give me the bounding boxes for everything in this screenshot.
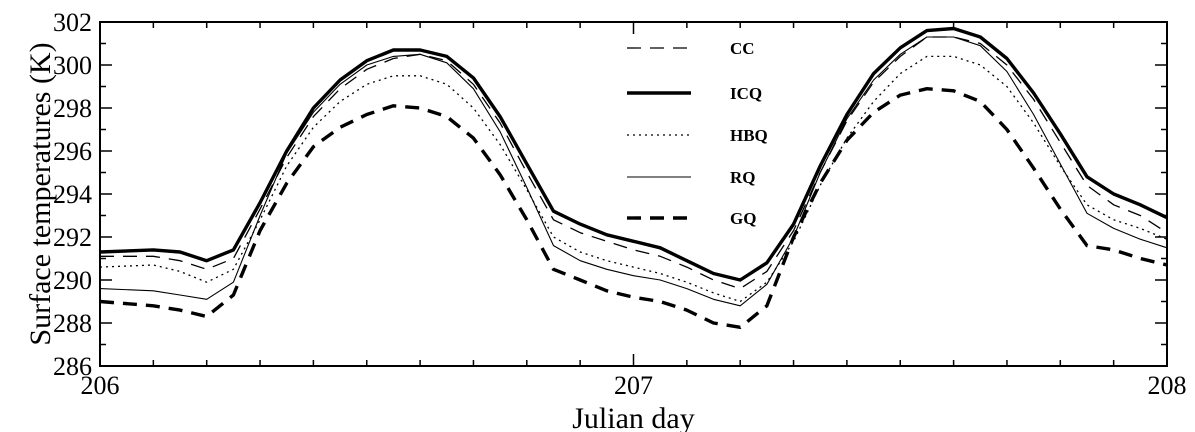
legend-label-cc: CC xyxy=(730,39,755,58)
y-tick-label: 290 xyxy=(53,266,92,295)
series-line-cc xyxy=(100,36,1168,290)
y-axis-title: Surface temperatures (K) xyxy=(24,42,57,345)
y-tick-label: 298 xyxy=(53,94,92,123)
y-tick-label: 288 xyxy=(53,309,92,338)
x-tick-label: 208 xyxy=(1148,371,1187,400)
x-tick-label: 206 xyxy=(81,371,120,400)
y-tick-label: 296 xyxy=(53,137,92,166)
plot-frame xyxy=(99,21,1168,367)
x-axis: 206 207 208 xyxy=(81,22,1187,400)
y-tick-label: 302 xyxy=(53,8,92,37)
plot-area xyxy=(99,26,1168,329)
y-tick-label: 286 xyxy=(53,352,92,381)
legend-label-hbq: HBQ xyxy=(730,126,768,145)
y-tick-label: 294 xyxy=(53,180,92,209)
legend: CC ICQ HBQ RQ GQ xyxy=(627,39,768,228)
x-axis-title: Julian day xyxy=(572,402,694,432)
legend-label-gq: GQ xyxy=(730,209,756,228)
series-line-gq xyxy=(99,87,1168,329)
y-axis: 286 288 290 292 294 296 298 300 302 xyxy=(53,8,1167,381)
y-tick-label: 292 xyxy=(53,223,92,252)
series-line-rq xyxy=(99,36,1168,307)
series-line-hbq xyxy=(99,55,1168,303)
x-tick-label: 207 xyxy=(614,371,653,400)
legend-label-icq: ICQ xyxy=(730,84,762,103)
legend-label-rq: RQ xyxy=(730,168,756,187)
series-line-icq xyxy=(99,26,1168,282)
y-tick-label: 300 xyxy=(53,51,92,80)
